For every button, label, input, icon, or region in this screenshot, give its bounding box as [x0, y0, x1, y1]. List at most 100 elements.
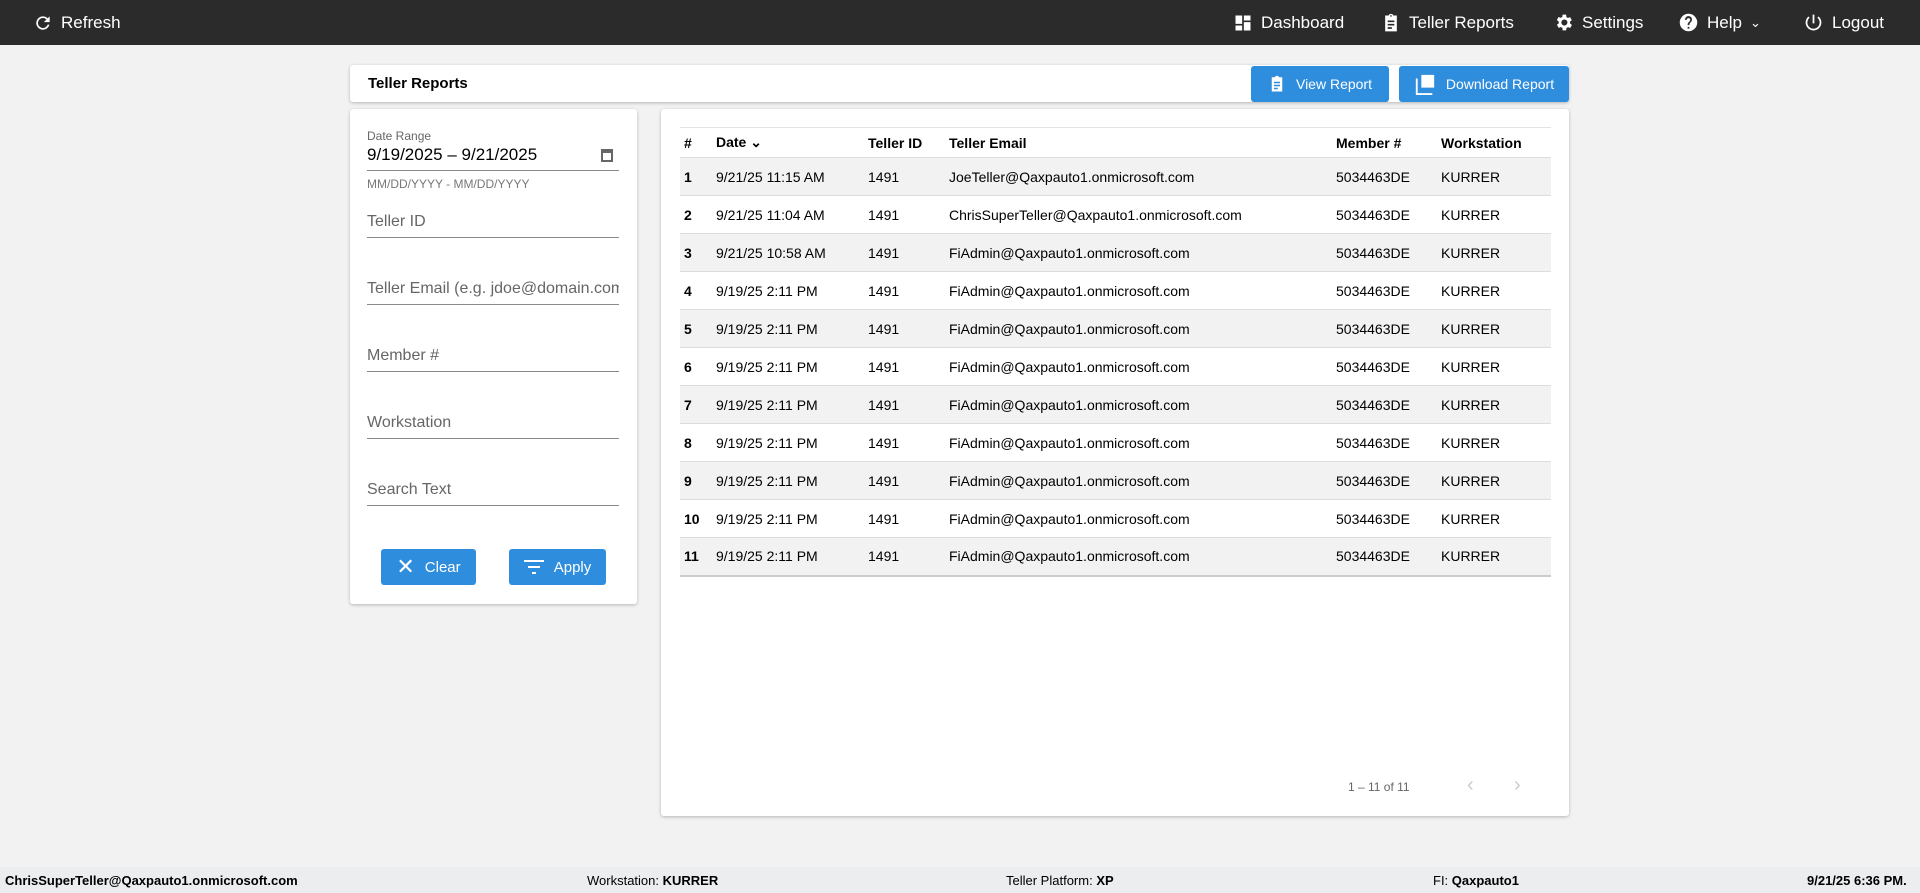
row-teller-email: FiAdmin@Qaxpauto1.onmicrosoft.com — [945, 423, 1332, 462]
row-teller-email: FiAdmin@Qaxpauto1.onmicrosoft.com — [945, 461, 1332, 500]
footer-user: ChrisSuperTeller@Qaxpauto1.onmicrosoft.c… — [5, 873, 298, 888]
member-input[interactable]: Member # — [367, 347, 619, 372]
footer-fi: FI: Qaxpauto1 — [1433, 873, 1519, 888]
row-teller-id: 1491 — [864, 271, 945, 310]
teller-reports-label: Teller Reports — [1409, 12, 1514, 32]
clear-label: Clear — [424, 558, 461, 576]
col-date[interactable]: Date ⌄ — [712, 127, 864, 158]
footer-workstation: Workstation: KURRER — [587, 873, 718, 888]
sort-desc-icon: ⌄ — [750, 134, 762, 150]
footer-fi-value: Qaxpauto1 — [1451, 873, 1519, 888]
footer-platform: Teller Platform: XP — [1006, 873, 1114, 888]
footer-platform-label: Teller Platform: — [1006, 873, 1097, 888]
apply-label: Apply — [553, 558, 592, 576]
row-teller-email: FiAdmin@Qaxpauto1.onmicrosoft.com — [945, 271, 1332, 310]
table-row[interactable]: 7 9/19/25 2:11 PM 1491 FiAdmin@Qaxpauto1.on… — [680, 385, 1551, 424]
row-workstation: KURRER — [1437, 423, 1551, 462]
table-row[interactable]: 1 9/21/25 11:15 AM 1491 JoeTeller@Qaxpauto1… — [680, 157, 1551, 196]
view-report-label: View Report — [1295, 76, 1372, 92]
row-teller-email: FiAdmin@Qaxpauto1.onmicrosoft.com — [945, 347, 1332, 386]
table-row[interactable]: 8 9/19/25 2:11 PM 1491 FiAdmin@Qaxpauto1.on… — [680, 423, 1551, 462]
row-number: 9 — [680, 461, 712, 500]
chevron-down-icon: ⌄ — [1749, 14, 1761, 30]
prev-page-button[interactable]: ‹ — [1467, 774, 1474, 796]
row-workstation: KURRER — [1437, 195, 1551, 234]
row-workstation: KURRER — [1437, 309, 1551, 348]
table-row[interactable]: 4 9/19/25 2:11 PM 1491 FiAdmin@Qaxpauto1.on… — [680, 271, 1551, 310]
workstation-input[interactable]: Workstation — [367, 414, 619, 439]
table-row[interactable]: 11 9/19/25 2:11 PM 1491 FiAdmin@Qaxpauto1.o… — [680, 537, 1551, 577]
settings-label: Settings — [1582, 12, 1644, 32]
view-report-button[interactable]: View Report — [1251, 66, 1389, 102]
row-number: 11 — [680, 537, 712, 577]
row-date: 9/21/25 11:15 AM — [712, 157, 864, 196]
row-teller-id: 1491 — [864, 233, 945, 272]
table-row[interactable]: 2 9/21/25 11:04 AM 1491 ChrisSuperTeller@Qa… — [680, 195, 1551, 234]
row-member: 5034463DE — [1332, 461, 1437, 500]
footer-platform-value: XP — [1096, 873, 1114, 888]
row-teller-email: ChrisSuperTeller@Qaxpauto1.onmicrosoft.c… — [945, 195, 1332, 234]
apply-button[interactable]: Apply — [509, 549, 606, 585]
results-panel: # Date ⌄ Teller ID Teller Email Member #… — [661, 109, 1569, 816]
table-row[interactable]: 3 9/21/25 10:58 AM 1491 FiAdmin@Qaxpauto1.o… — [680, 233, 1551, 272]
date-range-field[interactable]: Date Range 9/19/2025 – 9/21/2025 — [367, 129, 619, 171]
table-row[interactable]: 6 9/19/25 2:11 PM 1491 FiAdmin@Qaxpauto1.on… — [680, 347, 1551, 386]
teller-id-input[interactable]: Teller ID — [367, 213, 619, 238]
refresh-icon — [36, 15, 50, 30]
row-workstation: KURRER — [1437, 461, 1551, 500]
page-header: Teller Reports View Report Download Repo… — [350, 65, 1569, 102]
nav-dashboard[interactable]: Dashboard — [1233, 0, 1344, 45]
clear-button[interactable]: ✕ Clear — [381, 549, 476, 585]
row-member: 5034463DE — [1332, 271, 1437, 310]
row-number: 5 — [680, 309, 712, 348]
gear-icon — [1556, 14, 1572, 31]
row-teller-id: 1491 — [864, 461, 945, 500]
col-number: # — [680, 127, 712, 158]
row-teller-id: 1491 — [864, 157, 945, 196]
row-teller-id: 1491 — [864, 423, 945, 462]
row-date: 9/21/25 11:04 AM — [712, 195, 864, 234]
row-member: 5034463DE — [1332, 195, 1437, 234]
row-member: 5034463DE — [1332, 499, 1437, 538]
row-number: 7 — [680, 385, 712, 424]
col-date-label: Date — [716, 134, 747, 150]
row-teller-email: FiAdmin@Qaxpauto1.onmicrosoft.com — [945, 385, 1332, 424]
row-workstation: KURRER — [1437, 233, 1551, 272]
logout-button[interactable]: Logout — [1803, 0, 1884, 45]
row-member: 5034463DE — [1332, 157, 1437, 196]
search-text-input[interactable]: Search Text — [367, 481, 619, 506]
col-teller-id: Teller ID — [864, 127, 945, 158]
row-teller-email: FiAdmin@Qaxpauto1.onmicrosoft.com — [945, 233, 1332, 272]
nav-help[interactable]: Help ⌄ — [1678, 0, 1761, 45]
calendar-icon[interactable] — [601, 149, 613, 162]
row-date: 9/19/25 2:11 PM — [712, 271, 864, 310]
row-date: 9/19/25 2:11 PM — [712, 347, 864, 386]
footer-fi-label: FI: — [1433, 873, 1452, 888]
row-number: 1 — [680, 157, 712, 196]
footer-workstation-value: KURRER — [662, 873, 719, 888]
col-teller-email: Teller Email — [945, 127, 1332, 158]
power-icon — [1805, 14, 1822, 31]
table-row[interactable]: 9 9/19/25 2:11 PM 1491 FiAdmin@Qaxpauto1.on… — [680, 461, 1551, 500]
row-member: 5034463DE — [1332, 347, 1437, 386]
dashboard-icon — [1235, 15, 1251, 30]
footer-datetime: 9/21/25 6:36 PM. — [1807, 873, 1907, 888]
table-row[interactable]: 5 9/19/25 2:11 PM 1491 FiAdmin@Qaxpauto1.on… — [680, 309, 1551, 348]
nav-settings[interactable]: Settings — [1553, 0, 1643, 45]
row-member: 5034463DE — [1332, 537, 1437, 577]
row-teller-email: FiAdmin@Qaxpauto1.onmicrosoft.com — [945, 537, 1332, 577]
top-nav: Refresh Dashboard Teller Reports Setting… — [0, 0, 1920, 45]
table-row[interactable]: 10 9/19/25 2:11 PM 1491 FiAdmin@Qaxpauto1.o… — [680, 499, 1551, 538]
download-report-button[interactable]: Download Report — [1399, 66, 1569, 102]
row-teller-id: 1491 — [864, 385, 945, 424]
nav-teller-reports[interactable]: Teller Reports — [1381, 0, 1514, 45]
row-teller-id: 1491 — [864, 499, 945, 538]
row-teller-id: 1491 — [864, 195, 945, 234]
pdf-icon — [1415, 74, 1435, 95]
results-table: # Date ⌄ Teller ID Teller Email Member #… — [680, 127, 1551, 577]
row-number: 6 — [680, 347, 712, 386]
next-page-button[interactable]: › — [1514, 774, 1521, 796]
row-member: 5034463DE — [1332, 309, 1437, 348]
teller-email-input[interactable]: Teller Email (e.g. jdoe@domain.com) — [367, 280, 619, 305]
refresh-button[interactable]: Refresh — [33, 0, 121, 45]
